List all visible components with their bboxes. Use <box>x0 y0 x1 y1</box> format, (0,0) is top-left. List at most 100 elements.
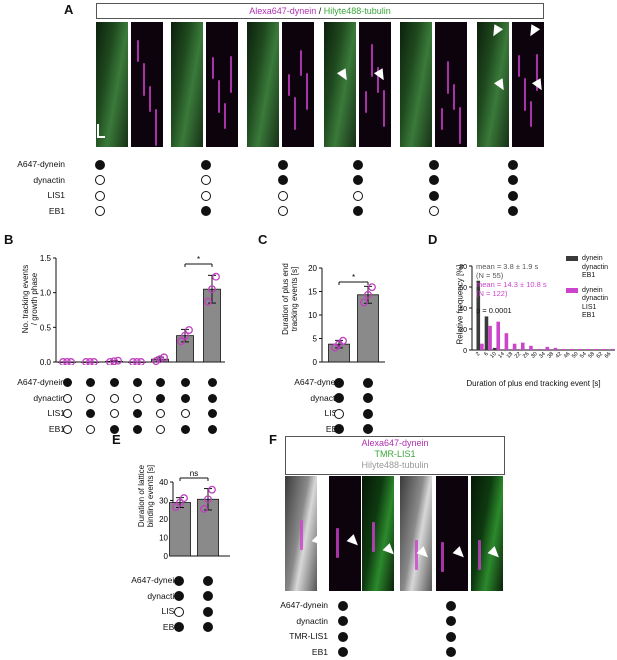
filled-dot <box>363 393 373 403</box>
filled-dot <box>334 378 344 388</box>
bar <box>82 362 99 363</box>
filled-dot <box>353 206 363 216</box>
dynein-trace <box>524 78 526 111</box>
legend-sep: / <box>316 6 324 16</box>
data-point <box>186 327 193 334</box>
filled-dot <box>338 647 348 657</box>
y-tick-label: 30 <box>159 497 168 506</box>
filled-dot <box>446 647 456 657</box>
condition-row-label: dynactin <box>0 391 65 407</box>
empty-dot <box>429 206 439 216</box>
empty-dot <box>110 394 119 403</box>
dynein-trace <box>300 520 303 550</box>
empty-dot <box>133 394 142 403</box>
filled-dot <box>363 378 373 388</box>
dynein-trace <box>155 109 157 146</box>
filled-dot <box>133 409 142 418</box>
filled-dot <box>334 424 344 434</box>
dynein-trace <box>459 107 461 144</box>
kymograph-dynein <box>282 22 314 147</box>
bar <box>358 295 379 362</box>
significance-label: * <box>352 273 355 282</box>
legend-dynein: Alexa647-dynein <box>249 6 316 16</box>
filled-dot <box>208 425 217 434</box>
filled-dot <box>133 378 142 387</box>
filled-dot <box>203 576 213 586</box>
histogram-bar-black <box>485 316 489 350</box>
dynein-trace <box>453 84 455 110</box>
filled-dot <box>181 425 190 434</box>
empty-dot <box>86 394 95 403</box>
kymograph-tile <box>471 476 503 591</box>
y-tick-label: 40 <box>459 306 467 313</box>
legend-black-line: dynein <box>582 255 608 264</box>
panel-f-letter: F <box>269 432 277 447</box>
f-legend-tubulin: Hilyte488-tubulin <box>286 460 504 471</box>
filled-dot <box>353 175 363 185</box>
panel-b-letter: B <box>4 232 13 247</box>
dynein-trace <box>365 91 367 113</box>
condition-row-label: A647-dynein <box>272 375 342 391</box>
histogram-bar-magenta <box>578 349 582 350</box>
p-value: p = 0.0001 <box>476 306 547 315</box>
histogram-bar-magenta <box>480 344 484 350</box>
y-tick-label: 1.5 <box>40 254 52 263</box>
empty-dot <box>95 175 105 185</box>
legend-magenta-line: dynactin <box>582 295 608 304</box>
condition-row-label: dynactin <box>258 614 328 630</box>
panel-d-letter: D <box>428 232 437 247</box>
dynein-trace <box>230 56 232 93</box>
dynein-trace <box>224 103 226 129</box>
filled-dot <box>363 424 373 434</box>
kymograph-merge <box>400 22 432 147</box>
filled-dot <box>208 394 217 403</box>
condition-row-label: A647-dynein <box>109 573 179 589</box>
empty-dot <box>353 191 363 201</box>
y-tick-label: 0 <box>313 358 318 365</box>
kymograph-tile <box>329 476 361 591</box>
dynein-trace <box>294 97 296 130</box>
condition-row-label: LIS1 <box>0 406 65 422</box>
panel-e-ylabel-2: binding events [s] <box>146 436 155 556</box>
condition-row-label: A647-dynein <box>0 375 65 391</box>
significance-label: ns <box>190 470 198 478</box>
filled-dot <box>86 409 95 418</box>
stat-mag-2: (N = 122) <box>476 289 547 298</box>
filled-dot <box>334 393 344 403</box>
y-tick-label: 15 <box>308 288 317 297</box>
filled-dot <box>208 409 217 418</box>
kymograph-merge <box>171 22 203 147</box>
filled-dot <box>508 160 518 170</box>
filled-dot <box>174 591 184 601</box>
kymograph-dynein <box>435 22 467 147</box>
stat-black-2: (N = 55) <box>476 271 547 280</box>
f-legend-dynein: Alexa647-dynein <box>286 438 504 449</box>
dynein-trace <box>447 61 449 94</box>
histogram-bar-black <box>493 348 497 350</box>
filled-dot <box>446 632 456 642</box>
y-tick-label: 0 <box>164 552 169 560</box>
data-point <box>209 486 216 493</box>
histogram-bar-magenta <box>562 349 566 350</box>
empty-dot <box>95 191 105 201</box>
panel-a-letter: A <box>64 2 73 17</box>
empty-dot <box>156 409 165 418</box>
dynein-trace <box>300 50 302 76</box>
bar <box>170 503 191 556</box>
filled-dot <box>63 378 72 387</box>
filled-dot <box>338 601 348 611</box>
condition-row-label: EB1 <box>258 645 328 660</box>
condition-row-label: dynactin <box>109 589 179 605</box>
filled-dot <box>278 175 288 185</box>
histogram-bar-magenta <box>537 349 541 350</box>
dynein-trace <box>441 108 443 130</box>
y-tick-label: 40 <box>159 478 168 487</box>
y-tick-label: 20 <box>308 264 317 273</box>
empty-dot <box>201 175 211 185</box>
histogram-bar-magenta <box>603 349 607 350</box>
significance-label: * <box>197 255 200 264</box>
dynein-trace <box>478 540 481 570</box>
